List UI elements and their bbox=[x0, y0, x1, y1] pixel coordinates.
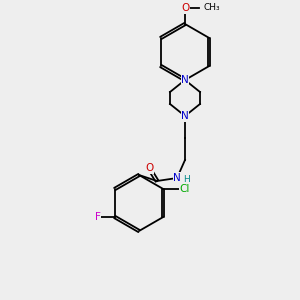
Text: H: H bbox=[183, 175, 189, 184]
Text: N: N bbox=[181, 75, 189, 85]
Text: F: F bbox=[95, 212, 101, 222]
Text: O: O bbox=[145, 163, 153, 173]
Text: O: O bbox=[181, 3, 189, 13]
Text: N: N bbox=[173, 173, 181, 183]
Text: N: N bbox=[181, 111, 189, 121]
Text: CH₃: CH₃ bbox=[203, 4, 220, 13]
Text: Cl: Cl bbox=[179, 184, 189, 194]
